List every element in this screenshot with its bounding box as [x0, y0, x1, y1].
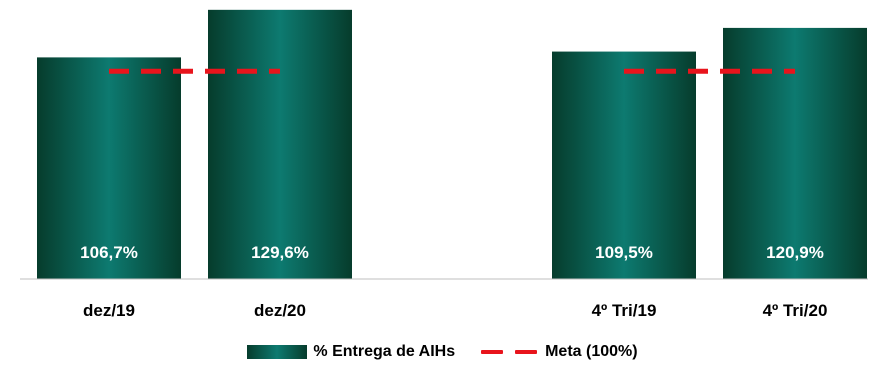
data-label-4-tri-19: 109,5% [595, 243, 653, 262]
legend-line-label: Meta (100%) [545, 343, 638, 360]
bar-chart: 106,7% dez/19 129,6% dez/20 109,5% 4º Tri/19 1… [20, 9, 868, 320]
legend-bar-swatch [247, 345, 308, 359]
bar-4-tri-19 [552, 51, 696, 280]
category-label-4-tri-20: 4º Tri/20 [763, 301, 828, 320]
legend: % Entrega de AIHs Meta (100%) [0, 340, 885, 364]
category-label-dez-20: dez/20 [254, 301, 306, 320]
legend-item-meta: Meta (100%) [479, 343, 638, 361]
bar-dez-20 [208, 9, 352, 279]
category-label-dez-19: dez/19 [83, 301, 135, 320]
legend-item-entrega: % Entrega de AIHs [247, 343, 455, 361]
legend-bar-label: % Entrega de AIHs [313, 343, 456, 360]
legend-line-swatch [479, 345, 539, 359]
data-label-dez-20: 129,6% [251, 243, 309, 262]
data-label-dez-19: 106,7% [80, 243, 138, 262]
bar-dez-19 [37, 57, 181, 280]
data-label-4-tri-20: 120,9% [766, 243, 824, 262]
bar-4-tri-20 [723, 27, 867, 280]
category-label-4-tri-19: 4º Tri/19 [592, 301, 657, 320]
